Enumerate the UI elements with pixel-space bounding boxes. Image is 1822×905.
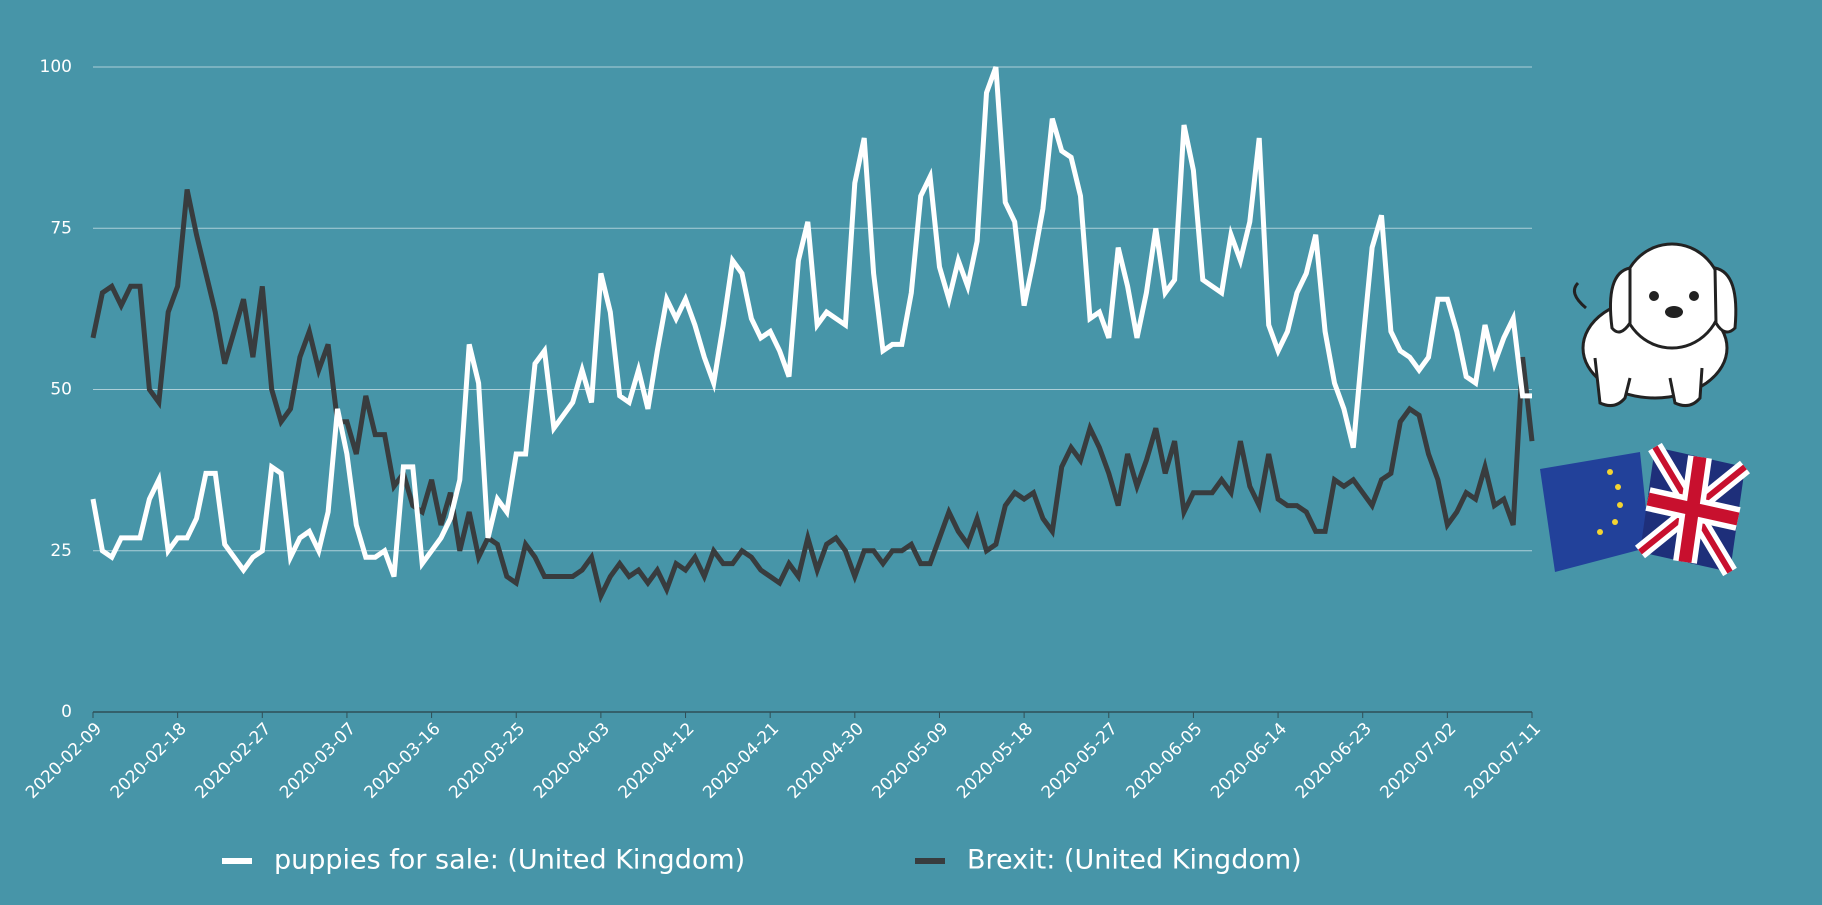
y-tick-label: 0 [61, 702, 72, 722]
y-tick-label: 75 [50, 218, 72, 238]
line-series [90, 66, 1532, 578]
dog-illustration [1572, 242, 1738, 408]
legend-label: Brexit: (United Kingdom) [967, 845, 1302, 876]
eu-uk-flag-illustration [1540, 442, 1751, 577]
y-tick-label: 100 [40, 57, 72, 77]
legend-label: puppies for sale: (United Kingdom) [274, 845, 745, 876]
y-tick-label: 50 [50, 380, 72, 400]
line-series [90, 188, 1535, 604]
y-tick-label: 25 [50, 541, 72, 561]
legend: puppies for sale: (United Kingdom) Brexit… [222, 845, 1302, 876]
